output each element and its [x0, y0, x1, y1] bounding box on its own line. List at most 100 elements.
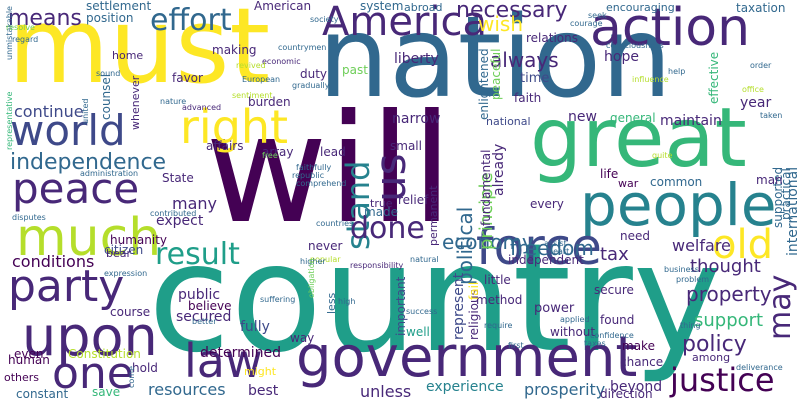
word-advanced: advanced [182, 103, 222, 112]
word-taken: taken [760, 111, 783, 120]
word-influence: influence [632, 75, 669, 84]
word-sound: sound [96, 69, 121, 78]
word-year: year [740, 95, 772, 111]
word-liberty: liberty [394, 51, 439, 67]
word-peace: peace [12, 164, 140, 213]
word-always: always [490, 48, 559, 72]
word-taxes: taxes [584, 339, 606, 348]
word-heart: heart [548, 247, 570, 256]
word-independent: independent [508, 253, 584, 267]
word-suffering: suffering [260, 295, 296, 304]
word-united: united [81, 98, 90, 125]
word-true: true [370, 197, 393, 210]
word-quite: quite [652, 151, 673, 160]
word-property: property [686, 282, 772, 306]
word-resources: resources [148, 380, 226, 399]
word-responsibility: responsibility [350, 261, 404, 270]
word-expression: expression [104, 269, 148, 278]
word-one: one [52, 348, 134, 399]
word-unmistakable: unmistakable [5, 6, 14, 60]
word-well: well [406, 325, 430, 339]
word-government: government [296, 325, 638, 390]
word-human: human [8, 353, 50, 367]
word-duty: duty [300, 67, 328, 81]
word-new: new [568, 109, 597, 125]
word-made: made [364, 205, 399, 219]
word-thought: thought [690, 256, 761, 277]
word-business: business [664, 265, 699, 274]
word-high: high [338, 297, 356, 306]
word-permanent: permanent [427, 185, 440, 246]
word-public: public [178, 287, 221, 303]
word-countries: countries [316, 219, 354, 228]
word-office: office [742, 85, 764, 94]
word-determined: determined [200, 345, 282, 361]
word-comprehend: comprehend [296, 179, 347, 188]
word-abroad: abroad [404, 1, 443, 14]
word-save: save [92, 385, 121, 399]
word-national: national [486, 115, 531, 128]
word-seek: seek [588, 11, 607, 20]
word-old: old [712, 222, 773, 268]
word-life: life [600, 167, 619, 181]
word-thing: thing [680, 321, 701, 330]
word-need: need [620, 229, 650, 243]
word-common: common [650, 175, 703, 189]
word-constitution: Constitution [68, 347, 141, 361]
word-relief: relief [398, 193, 429, 207]
word-power: power [534, 301, 575, 316]
word-society: society [310, 15, 339, 24]
word-free: free [262, 151, 278, 160]
word-great: great [530, 91, 747, 186]
word-position: position [86, 11, 134, 25]
word-world: world [10, 106, 126, 155]
word-even: even [14, 347, 44, 361]
word-done: done [350, 211, 425, 246]
word-expect: expect [156, 213, 204, 229]
word-conditions: conditions [12, 252, 95, 271]
word-resolve: resolve [6, 23, 35, 32]
word-welfare: welfare [672, 236, 731, 255]
word-nation: nation [318, 0, 673, 123]
word-relations: relations [526, 31, 578, 45]
word-unless: unless [360, 382, 412, 400]
word-others: others [4, 371, 40, 384]
word-beyond: beyond [610, 379, 663, 395]
word-every: every [530, 197, 564, 211]
word-system: system [360, 0, 404, 13]
word-freedom: freedom [510, 236, 594, 260]
word-believe: believe [188, 299, 232, 313]
word-america: America [322, 0, 487, 45]
word-might: might [244, 365, 277, 378]
word-represent: represent [451, 272, 467, 340]
word-popular: popular [310, 255, 341, 264]
word-republic: republic [292, 171, 325, 180]
word-contributed: contributed [150, 209, 197, 218]
word-nature: nature [160, 97, 187, 106]
word-little: little [484, 273, 511, 287]
word-require: require [484, 321, 513, 330]
word-citizen: citizen [104, 243, 144, 257]
word-hope: hope [604, 49, 639, 65]
word-result: result [155, 237, 240, 272]
word-hold: hold [132, 361, 158, 375]
word-faith: faith [514, 91, 542, 105]
word-help: help [668, 67, 686, 76]
word-method: method [476, 293, 523, 307]
word-general: general [610, 111, 656, 125]
word-wish: wish [478, 12, 524, 36]
word-party: party [8, 261, 125, 312]
word-burden: burden [248, 95, 291, 109]
word-favor: favor [172, 71, 203, 85]
word-economic: economic [262, 57, 301, 66]
word-higher: higher [300, 257, 326, 266]
word-taxation: taxation [736, 1, 786, 15]
word-obligation: obligation [307, 258, 316, 298]
word-effort: effort [150, 3, 232, 38]
word-less: less [325, 292, 338, 314]
word-applied: applied [560, 315, 590, 324]
word-tax: tax [600, 244, 629, 265]
word-necessary: necessary [456, 0, 568, 23]
word-first: first [508, 341, 524, 350]
